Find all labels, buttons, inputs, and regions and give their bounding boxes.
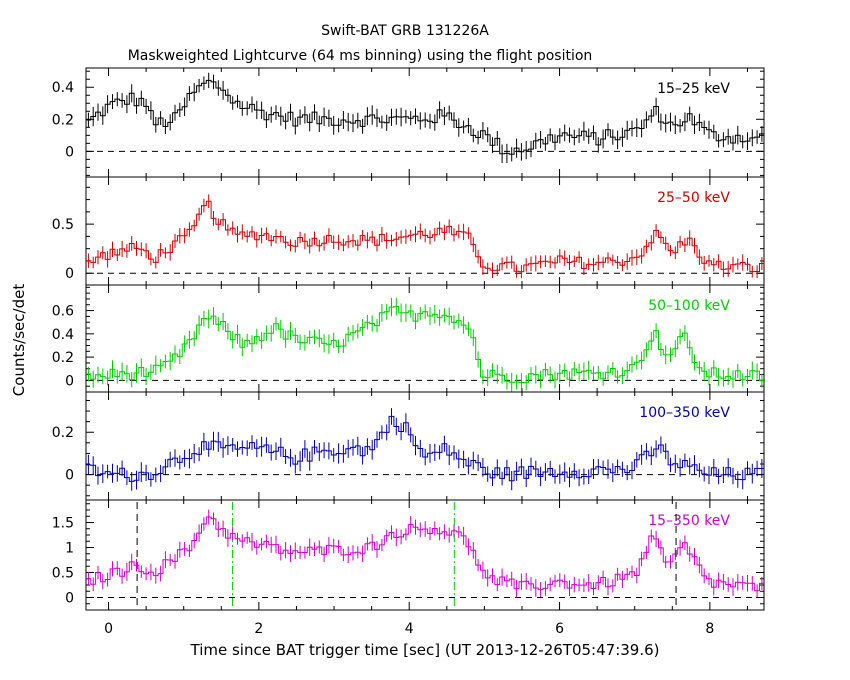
y-tick-label: 0.2 <box>52 425 74 441</box>
series-4 <box>86 408 764 491</box>
x-axis-label: Time since BAT trigger time [sec] (UT 20… <box>190 641 660 659</box>
y-axis-label: Counts/sec/det <box>10 284 28 397</box>
y-tick-label: 0.2 <box>52 112 74 128</box>
x-tick-label: 4 <box>405 621 414 637</box>
series-line <box>86 516 764 592</box>
series-3 <box>86 297 764 392</box>
band-label: 25–50 keV <box>657 190 730 206</box>
x-tick-labels: 0 2 4 6 8 <box>104 621 714 637</box>
chart-subtitle: Maskweighted Lightcurve (64 ms binning) … <box>128 48 593 64</box>
panel-frame <box>85 499 765 611</box>
panels: 0 0.2 0.4 15–25 keV 0 0.5 25–50 keV 0 0.2 0.4 0.6 5… <box>52 67 765 611</box>
y-tick-label: 0.6 <box>52 304 74 320</box>
series-1 <box>86 72 764 163</box>
series-line <box>86 306 764 384</box>
y-tick-label: 0 <box>65 144 74 160</box>
panel-4: 0 0.2 100–350 keV <box>52 391 765 501</box>
y-tick-label: 0.5 <box>52 566 74 582</box>
band-label: 15–25 keV <box>657 81 730 97</box>
panel-5: 0 0.5 1 1.5 15–350 keV <box>52 499 765 611</box>
y-tick-label: 1.5 <box>52 516 74 532</box>
chart-title: Swift-BAT GRB 131226A <box>321 23 489 39</box>
panel-1: 0 0.2 0.4 15–25 keV <box>52 67 765 178</box>
y-tick-label: 0.4 <box>52 327 74 343</box>
band-label: 50–100 keV <box>648 298 730 314</box>
y-tick-label: 1 <box>65 541 74 557</box>
y-tick-label: 0.2 <box>52 350 74 366</box>
x-tick-label: 6 <box>555 621 564 637</box>
series-line <box>86 200 764 273</box>
x-tick-label: 2 <box>254 621 263 637</box>
y-tick-label: 0 <box>65 373 74 389</box>
series-line <box>86 79 764 155</box>
series-2 <box>86 194 764 279</box>
panel-2: 0 0.5 25–50 keV <box>52 176 765 286</box>
panel-3: 0 0.2 0.4 0.6 50–100 keV <box>52 284 765 393</box>
error-bars <box>87 194 763 279</box>
y-tick-label: 0 <box>65 266 74 282</box>
y-tick-label: 0 <box>65 591 74 607</box>
y-tick-label: 0.4 <box>52 80 74 96</box>
series-5 <box>86 509 764 598</box>
x-tick-label: 0 <box>104 621 113 637</box>
x-tick-label: 8 <box>705 621 714 637</box>
series-line <box>86 415 764 482</box>
y-tick-label: 0.5 <box>52 217 74 233</box>
band-label: 100–350 keV <box>639 405 730 421</box>
band-label: 15–350 keV <box>648 513 730 529</box>
y-tick-label: 0 <box>65 468 74 484</box>
